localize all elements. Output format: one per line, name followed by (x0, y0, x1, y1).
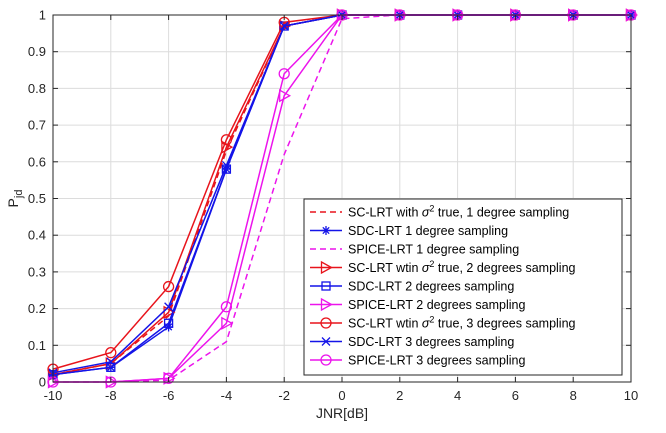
y-tick-label: 0.2 (28, 301, 46, 316)
legend-entry-5: SDC-LRT 2 degrees sampling (310, 280, 514, 294)
data-point (106, 362, 116, 372)
y-axis-label: Pjd (5, 190, 25, 208)
data-point (164, 302, 174, 312)
data-point (163, 305, 176, 319)
data-point (163, 318, 174, 328)
legend-entry-7: SC-LRT wtin σ2 true, 3 degrees sampling (310, 315, 576, 331)
legend-entry-1: SC-LRT with σ2 true, 1 degree sampling (310, 204, 569, 220)
y-tick-label: 0 (39, 375, 46, 390)
legend-label: SC-LRT with σ2 true, 1 degree sampling (348, 204, 569, 220)
legend-marker (321, 337, 331, 346)
data-point (221, 316, 234, 330)
data-point (221, 161, 231, 170)
x-tick-label: 0 (338, 388, 345, 403)
y-tick-label: 0.5 (28, 191, 46, 206)
y-tick-label: 0.1 (28, 338, 46, 353)
data-point (279, 89, 292, 103)
y-axis-label-main: P (5, 198, 21, 207)
tick-labels: -10 -8 -6 -4 -2 0 2 4 6 8 10 0 0.1 0.2 0.3 0.4 0.5 0.6 0.7… (28, 8, 638, 404)
legend: SC-LRT with σ2 true, 1 degree sampling SD… (303, 198, 623, 376)
legend-label: SDC-LRT 3 degrees sampling (348, 335, 514, 349)
legend-marker (321, 281, 331, 291)
data-point (106, 357, 116, 367)
y-tick-label: 1 (39, 8, 46, 23)
x-tick-label: 2 (396, 388, 403, 403)
y-tick-label: 0.7 (28, 118, 46, 133)
legend-entry-3: SPICE-LRT 1 degree sampling (310, 243, 519, 257)
data-point (105, 346, 117, 359)
legend-entry-8: SDC-LRT 3 degrees sampling (310, 335, 514, 349)
legend-label: SDC-LRT 1 degree sampling (348, 224, 508, 238)
legend-marker (320, 317, 332, 329)
x-tick-label: -10 (44, 388, 63, 403)
data-point (220, 301, 233, 313)
legend-entry-9: SPICE-LRT 3 degrees sampling (310, 354, 525, 368)
data-point (220, 134, 233, 146)
legend-label: SPICE-LRT 3 degrees sampling (348, 354, 525, 368)
x-tick-label: -8 (105, 388, 117, 403)
legend-label: SPICE-LRT 2 degrees sampling (348, 298, 525, 312)
legend-label: SC-LRT wtin σ2 true, 3 degrees sampling (348, 315, 576, 331)
legend-marker (320, 354, 332, 366)
legend-label: SC-LRT wtin σ2 true, 2 degrees sampling (348, 259, 576, 275)
x-tick-label: 8 (570, 388, 577, 403)
y-tick-label: 0.9 (28, 44, 46, 59)
legend-marker (321, 226, 331, 235)
data-point (279, 21, 289, 31)
legend-entry-2: SDC-LRT 1 degree sampling (310, 224, 508, 238)
x-axis-label: JNR[dB] (316, 405, 368, 421)
data-point (278, 68, 290, 80)
x-tick-label: -2 (278, 388, 290, 403)
y-axis-label-sub: jd (13, 190, 25, 200)
y-tick-label: 0.4 (28, 228, 46, 243)
legend-label: SPICE-LRT 1 degree sampling (348, 243, 519, 257)
x-tick-label: -6 (163, 388, 175, 403)
x-tick-label: 6 (512, 388, 519, 403)
legend-entry-6: SPICE-LRT 2 degrees sampling (310, 297, 525, 312)
x-tick-label: 10 (624, 388, 638, 403)
y-tick-label: 0.6 (28, 154, 46, 169)
legend-entry-4: SC-LRT wtin σ2 true, 2 degrees sampling (310, 259, 576, 275)
data-point (162, 372, 175, 384)
legend-marker (320, 260, 333, 275)
data-point (162, 280, 175, 293)
y-tick-label: 0.3 (28, 264, 46, 279)
y-tick-label: 0.8 (28, 81, 46, 96)
legend-box (303, 198, 623, 376)
legend-marker (320, 297, 333, 312)
x-tick-label: -4 (221, 388, 233, 403)
legend-label: SDC-LRT 2 degrees sampling (348, 280, 514, 294)
x-tick-label: 4 (454, 388, 461, 403)
